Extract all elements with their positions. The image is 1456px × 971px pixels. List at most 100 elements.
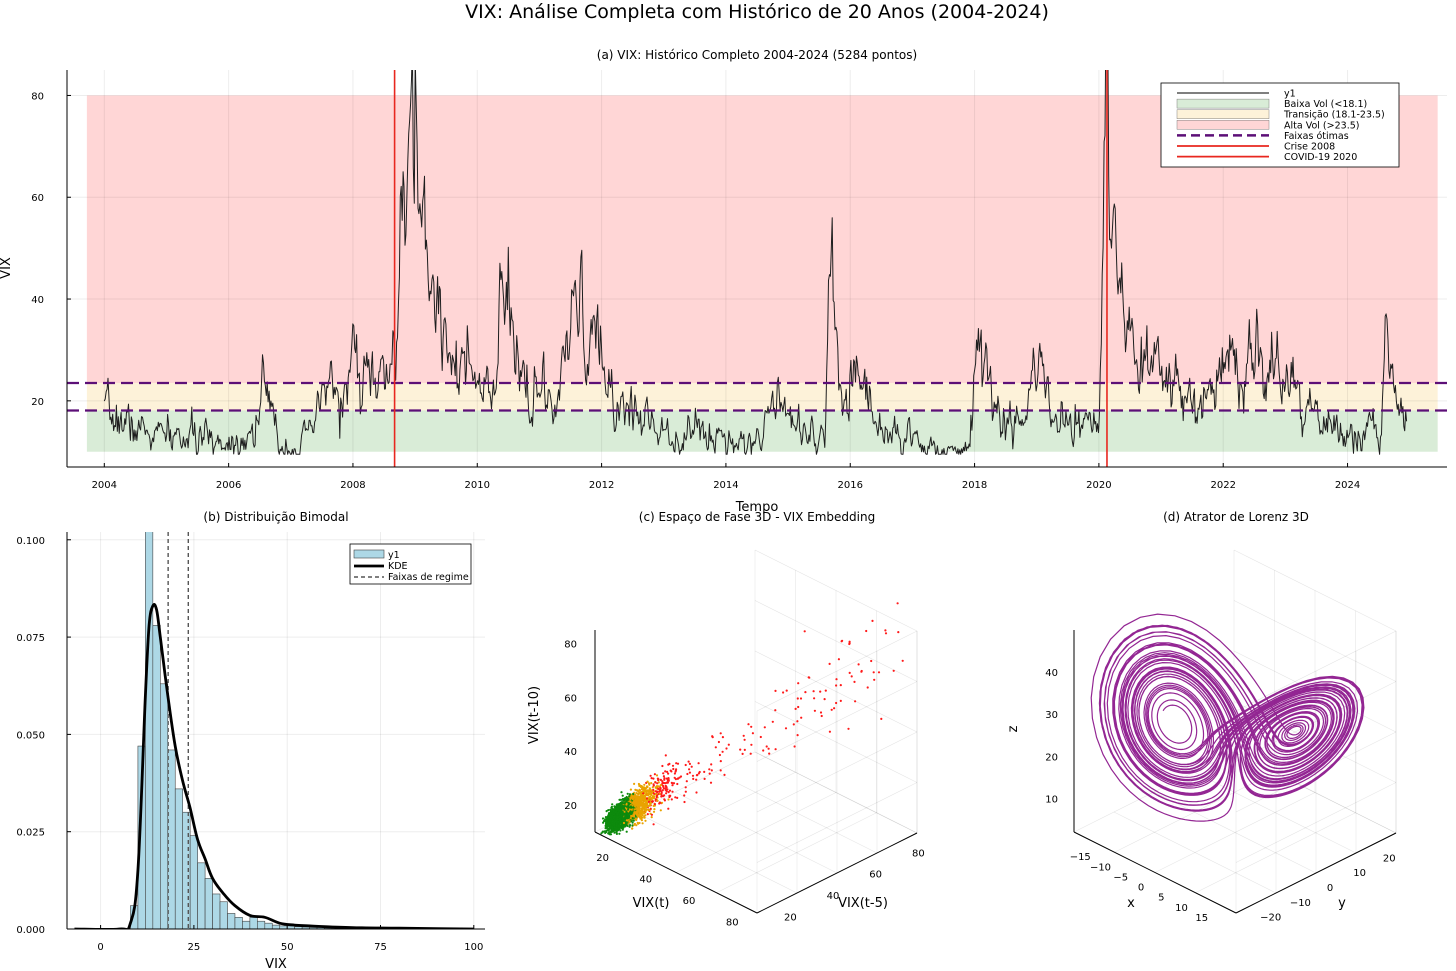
box-line — [1235, 681, 1397, 762]
phase-point — [617, 824, 620, 828]
phase-point — [659, 809, 662, 812]
phase-point — [635, 796, 638, 799]
phase-point — [649, 774, 652, 777]
figure-title: VIX: Análise Completa com Histórico de 2… — [465, 1, 1049, 23]
phase-point — [824, 689, 827, 692]
phase-point — [670, 770, 673, 773]
histogram-bar — [197, 862, 206, 929]
phase-point — [601, 817, 605, 820]
phase-point — [762, 749, 765, 752]
phase-point — [632, 795, 636, 798]
phase-point — [609, 833, 612, 836]
phase-point — [656, 799, 659, 802]
phase-point — [623, 808, 626, 811]
phase-point — [624, 797, 628, 800]
phase-point — [640, 803, 643, 806]
phase-point — [671, 784, 674, 787]
phase-point — [662, 781, 665, 785]
histogram-bar — [189, 835, 198, 929]
legend-swatch — [1176, 109, 1270, 119]
phase-point — [609, 823, 612, 826]
phase-point — [643, 816, 646, 819]
phase-point — [673, 772, 677, 775]
x-tick-label: 2012 — [589, 480, 614, 491]
phase-point — [627, 806, 630, 810]
phase-point — [839, 684, 842, 687]
phase-point — [747, 723, 750, 726]
phase-point — [646, 789, 650, 793]
phase-point — [613, 826, 616, 829]
phase-point — [741, 752, 744, 756]
phase-point — [637, 813, 640, 816]
phase-point — [650, 789, 653, 792]
box-line — [754, 751, 918, 834]
phase-point — [683, 800, 686, 804]
phase-point — [835, 684, 838, 687]
phase-point — [649, 801, 652, 805]
panel-b-xlabel: VIX — [265, 957, 287, 971]
y-tick-label: 0 — [1327, 883, 1333, 894]
box-line — [1073, 831, 1237, 914]
phase-point — [636, 796, 640, 799]
y-tick-label: 10 — [1353, 868, 1366, 879]
phase-point — [664, 754, 667, 757]
phase-point — [632, 813, 635, 816]
phase-point — [719, 760, 722, 763]
phase-point — [654, 793, 657, 796]
y-tick-label: 0.000 — [16, 925, 45, 936]
phase-point — [621, 828, 624, 831]
phase-point — [703, 770, 706, 774]
phase-point — [635, 807, 638, 810]
phase-point — [703, 777, 706, 781]
z-tick-label: 40 — [1045, 668, 1058, 679]
phase-point — [835, 701, 838, 705]
phase-point — [807, 676, 810, 679]
phase-point — [688, 762, 692, 766]
phase-point — [794, 707, 797, 711]
phase-point — [686, 772, 689, 776]
z-tick-label: 80 — [564, 639, 577, 650]
phase-point — [658, 802, 661, 805]
phase-point — [646, 780, 649, 783]
phase-point — [625, 819, 629, 822]
phase-point — [631, 821, 634, 824]
phase-point — [607, 818, 610, 821]
phase-point — [631, 804, 634, 807]
phase-point — [671, 790, 674, 793]
phase-point — [668, 789, 672, 792]
phase-point — [651, 796, 654, 799]
phase-point — [634, 788, 637, 791]
phase-point — [612, 817, 615, 820]
y-tick-label: 0.100 — [16, 536, 45, 547]
phase-point — [676, 782, 679, 786]
phase-point — [697, 772, 701, 775]
phase-point — [674, 796, 677, 799]
phase-point — [676, 796, 679, 800]
phase-point — [652, 797, 656, 800]
phase-point — [635, 792, 638, 795]
phase-point — [896, 602, 899, 605]
phase-point — [650, 791, 654, 794]
phase-point — [652, 804, 655, 808]
z-tick-label: 10 — [1045, 794, 1058, 805]
phase-point — [611, 826, 614, 829]
phase-point — [823, 698, 826, 701]
phase-point — [684, 786, 687, 789]
phase-point — [661, 789, 664, 792]
x-tick-label: 75 — [374, 942, 387, 953]
phase-point — [628, 812, 631, 815]
phase-point — [628, 824, 632, 827]
z-tick-label: 30 — [1045, 710, 1058, 721]
phase-point — [667, 791, 670, 794]
box-line — [1235, 832, 1397, 914]
phase-point — [657, 779, 660, 782]
phase-point — [774, 748, 777, 751]
phase-point — [692, 777, 695, 781]
phase-point — [613, 805, 616, 808]
box-line — [634, 811, 798, 894]
phase-point — [625, 821, 628, 825]
y-tick-label: 80 — [912, 848, 925, 859]
phase-point — [635, 824, 638, 827]
panel-d-lorenz: (d) Atrator de Lorenz 3D −15−10−5051015−… — [1006, 510, 1397, 924]
phase-point — [632, 792, 635, 796]
